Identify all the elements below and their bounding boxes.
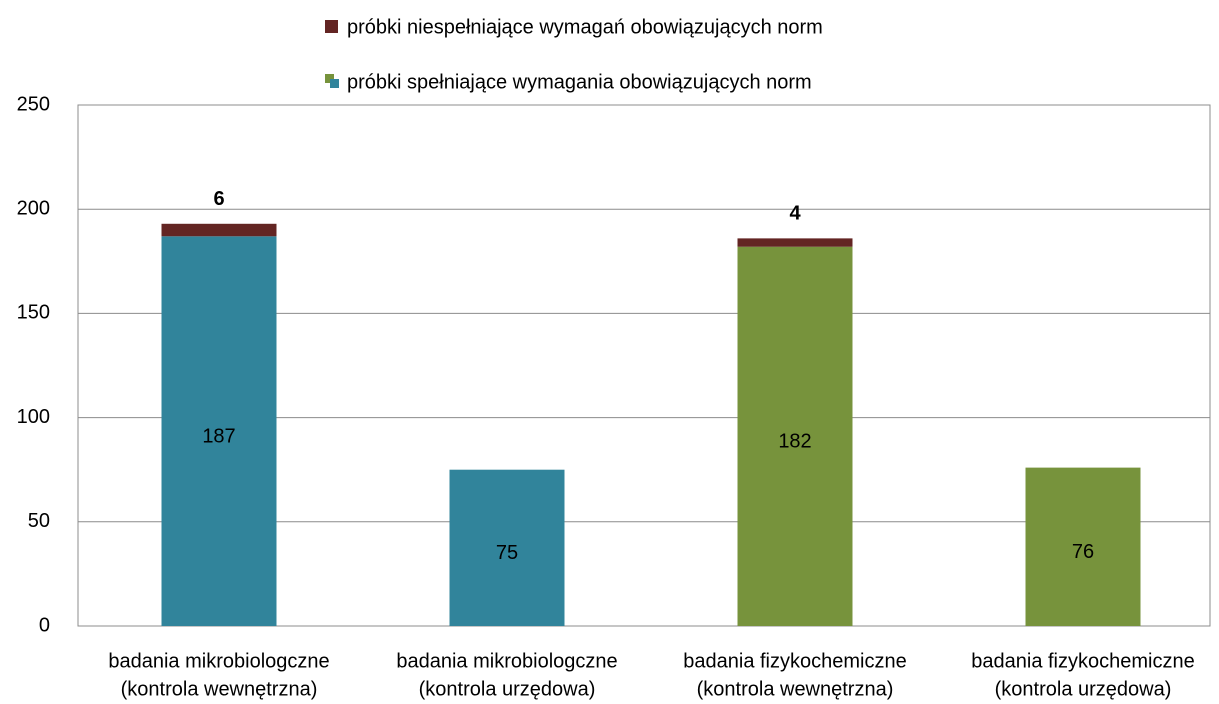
bar <box>737 238 853 247</box>
x-tick-label: (kontrola wewnętrzna) <box>121 678 318 700</box>
data-label: 75 <box>496 542 518 564</box>
bar <box>737 246 853 626</box>
x-tick-label: badania mikrobiologczne <box>396 650 617 672</box>
data-label: 187 <box>202 425 235 447</box>
x-tick-label: badania fizykochemiczne <box>683 650 906 672</box>
legend-label: próbki spełniające wymagania obowiązując… <box>347 71 812 93</box>
data-label: 76 <box>1072 541 1094 563</box>
x-tick-label: badania fizykochemiczne <box>971 650 1194 672</box>
data-label: 6 <box>213 188 224 210</box>
y-tick-label: 200 <box>17 197 50 219</box>
y-tick-label: 0 <box>39 614 50 636</box>
y-tick-label: 150 <box>17 302 50 324</box>
bar <box>449 469 565 626</box>
y-tick-label: 250 <box>17 93 50 115</box>
data-label: 4 <box>789 203 801 225</box>
legend-marker <box>325 20 338 33</box>
legend-marker <box>325 74 334 83</box>
data-label: 182 <box>778 431 811 453</box>
legend-marker <box>330 79 339 88</box>
legend-label: próbki niespełniające wymagań obowiązują… <box>347 16 823 38</box>
x-tick-label: (kontrola wewnętrzna) <box>697 678 894 700</box>
y-tick-label: 100 <box>17 406 50 428</box>
x-tick-label: (kontrola urzędowa) <box>419 678 596 700</box>
bar <box>161 223 277 237</box>
bar <box>1025 467 1141 626</box>
bar <box>161 236 277 627</box>
x-tick-label: badania mikrobiologczne <box>108 650 329 672</box>
x-tick-label: (kontrola urzędowa) <box>995 678 1172 700</box>
y-tick-label: 50 <box>28 510 50 532</box>
